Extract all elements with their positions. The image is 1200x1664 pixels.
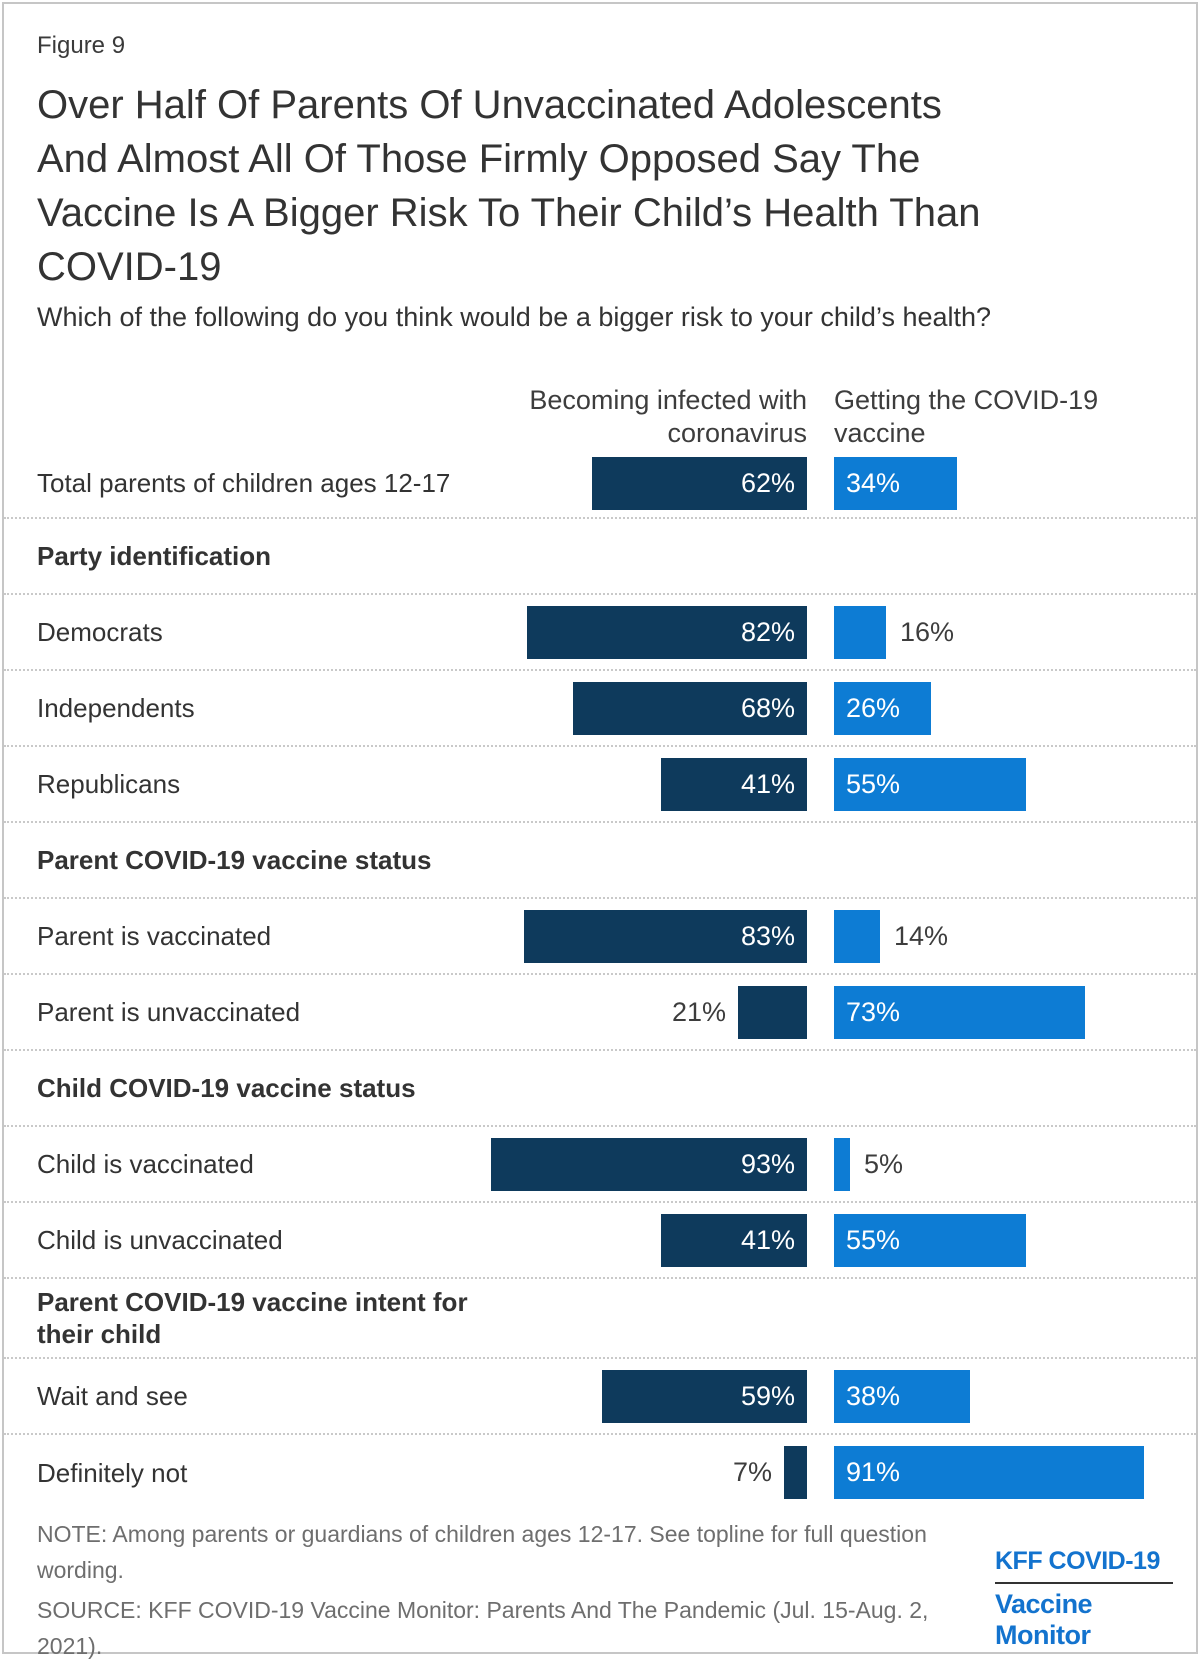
chart-row: Child is vaccinated 93% 5% <box>4 1127 1196 1203</box>
bar-infected: 82% <box>527 606 807 659</box>
bar-value-label: 21% <box>671 997 726 1027</box>
section-header: Child COVID-19 vaccine status <box>37 1073 416 1103</box>
bar-infected <box>784 1446 807 1499</box>
bar-value-label: 14% <box>894 921 949 951</box>
kff-vaccine-monitor-logo: KFF COVID-19 Vaccine Monitor <box>995 1547 1173 1651</box>
figure-number: Figure 9 <box>37 32 126 59</box>
section-header-row: Parent COVID-19 vaccine intent for their… <box>4 1279 1196 1359</box>
survey-question-subtitle: Which of the following do you think woul… <box>37 302 992 332</box>
chart-title: Over Half Of Parents Of Unvaccinated Ado… <box>37 78 1177 294</box>
column-header-infected-line: Becoming infected with <box>529 385 807 415</box>
bar-vaccine: 55% <box>834 1214 1026 1267</box>
bar-value-label: 16% <box>900 617 955 647</box>
bar-infected: 83% <box>524 910 807 963</box>
bar-vaccine: 38% <box>834 1370 970 1423</box>
bar-infected: 68% <box>573 682 807 735</box>
logo-line2: Vaccine Monitor <box>995 1589 1093 1650</box>
bar-vaccine: 26% <box>834 682 931 735</box>
chart-row: Democrats 82% 16% <box>4 595 1196 671</box>
bar-infected: 41% <box>661 758 807 811</box>
chart-title-line: COVID-19 <box>37 245 222 289</box>
row-label: Wait and see <box>37 1380 188 1411</box>
row-label: Parent is unvaccinated <box>37 996 301 1027</box>
bar-vaccine: 55% <box>834 758 1026 811</box>
chart-row: Independents 68% 26% <box>4 671 1196 747</box>
row-label: Definitely not <box>37 1457 188 1488</box>
logo-divider <box>995 1582 1173 1584</box>
chart-row: Parent is unvaccinated 21% 73% <box>4 975 1196 1051</box>
footer: NOTE: Among parents or guardians of chil… <box>37 1516 937 1664</box>
chart-title-line: Over Half Of Parents Of Unvaccinated Ado… <box>37 83 942 127</box>
bar-vaccine <box>834 1138 850 1191</box>
section-header: Party identification <box>37 541 272 571</box>
column-header-vaccine-line: Getting the COVID-19 <box>834 385 1099 415</box>
bar-vaccine: 73% <box>834 986 1085 1039</box>
note-text: NOTE: Among parents or guardians of chil… <box>37 1521 927 1583</box>
logo-line1: KFF COVID-19 <box>995 1547 1160 1575</box>
row-label: Total parents of children ages 12-17 <box>37 467 451 498</box>
bar-chart: Total parents of children ages 12-17 62% 3… <box>4 449 1196 1511</box>
chart-row: Republicans 41% 55% <box>4 747 1196 823</box>
chart-title-line: And Almost All Of Those Firmly Opposed S… <box>37 137 921 181</box>
bar-infected <box>738 986 807 1039</box>
row-label: Democrats <box>37 616 163 647</box>
chart-row: Total parents of children ages 12-17 62% 3… <box>4 449 1196 519</box>
bar-infected: 93% <box>491 1138 807 1191</box>
column-header-vaccine: Getting the COVID-19 vaccine <box>834 384 1098 450</box>
chart-title-line: Vaccine Is A Bigger Risk To Their Child’… <box>37 191 981 235</box>
row-label: Child is unvaccinated <box>37 1224 283 1255</box>
row-label: Parent is vaccinated <box>37 920 272 951</box>
bar-infected: 62% <box>592 457 807 510</box>
row-label: Child is vaccinated <box>37 1148 254 1179</box>
bar-value-label: 5% <box>864 1149 904 1179</box>
source-text: SOURCE: KFF COVID-19 Vaccine Monitor: Pa… <box>37 1597 929 1659</box>
column-header-infected: Becoming infected with coronavirus <box>529 384 807 450</box>
section-header-row: Parent COVID-19 vaccine status <box>4 823 1196 899</box>
section-header: Parent COVID-19 vaccine intent for their… <box>37 1287 468 1349</box>
bar-infected: 41% <box>661 1214 807 1267</box>
row-label: Independents <box>37 692 195 723</box>
bar-vaccine: 91% <box>834 1446 1144 1499</box>
bar-value-label: 7% <box>732 1457 772 1487</box>
column-header-vaccine-line: vaccine <box>834 418 926 448</box>
chart-row: Definitely not 7% 91% <box>4 1435 1196 1511</box>
section-header-row: Party identification <box>4 519 1196 595</box>
row-label: Republicans <box>37 768 181 799</box>
chart-row: Wait and see 59% 38% <box>4 1359 1196 1435</box>
section-header: Parent COVID-19 vaccine status <box>37 845 432 875</box>
chart-row: Parent is vaccinated 83% 14% <box>4 899 1196 975</box>
bar-vaccine <box>834 606 886 659</box>
column-header-infected-line: coronavirus <box>667 418 807 448</box>
bar-vaccine <box>834 910 880 963</box>
section-header-row: Child COVID-19 vaccine status <box>4 1051 1196 1127</box>
bar-vaccine: 34% <box>834 457 957 510</box>
bar-infected: 59% <box>602 1370 807 1423</box>
chart-row: Child is unvaccinated 41% 55% <box>4 1203 1196 1279</box>
